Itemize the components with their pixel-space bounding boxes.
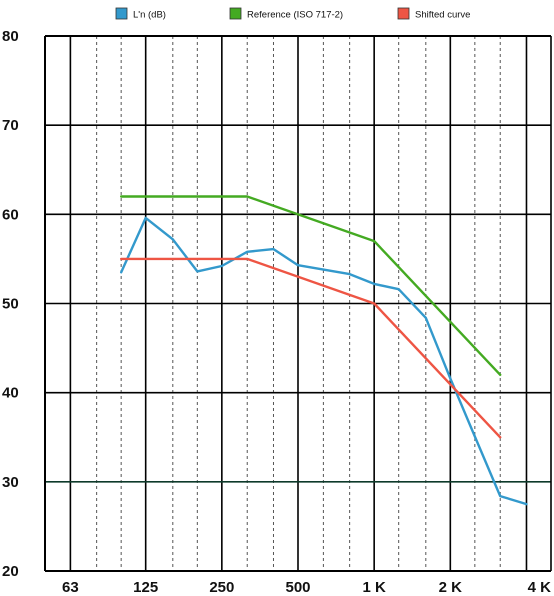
series-layer <box>119 195 528 506</box>
legend: L'n (dB) Reference (ISO 717-2) Shifted cur… <box>115 7 470 21</box>
series-0-point <box>322 268 325 271</box>
series-0-point <box>246 250 249 253</box>
y-tick-label: 50 <box>2 296 19 313</box>
x-tick-label: 500 <box>285 579 310 596</box>
legend-item: Shifted curve <box>397 7 470 21</box>
x-tick-label: 4 K <box>528 579 552 596</box>
legend-item: Reference (ISO 717-2) <box>229 7 343 21</box>
series-2-point <box>246 258 249 260</box>
x-tick-labels: 63 125 250 500 1 K 2 K 4 K <box>62 579 551 596</box>
legend-swatch <box>397 7 410 20</box>
x-tick-label: 125 <box>133 579 158 596</box>
series-2-point <box>499 436 502 439</box>
series-0-point <box>120 271 123 274</box>
series-1-point <box>499 373 502 376</box>
series-0-point <box>424 316 427 319</box>
series-0-point <box>272 248 275 251</box>
series-0-point <box>525 503 528 506</box>
series-0-point <box>397 288 400 291</box>
y-tick-label: 60 <box>2 206 19 223</box>
y-tick-label: 70 <box>2 117 19 134</box>
series-0-point <box>473 435 476 438</box>
series-2-point <box>120 258 123 260</box>
grid <box>44 35 552 572</box>
series-0-point <box>297 264 299 267</box>
y-tick-label: 80 <box>2 28 19 45</box>
y-tick-label: 30 <box>2 474 19 491</box>
legend-swatch <box>115 7 128 20</box>
x-tick-label: 2 K <box>439 579 463 596</box>
series-0-point <box>171 238 174 241</box>
x-tick-label: 250 <box>209 579 234 596</box>
legend-swatch <box>229 7 242 20</box>
y-tick-labels: 20 30 40 50 60 70 80 <box>2 28 19 580</box>
legend-label: Shifted curve <box>415 10 470 21</box>
legend-item: L'n (dB) <box>115 7 166 21</box>
series-1-point <box>373 240 376 242</box>
series-0-point <box>348 273 351 275</box>
series-0-point <box>220 265 223 267</box>
x-tick-label: 1 K <box>362 579 386 596</box>
legend-label: L'n (dB) <box>133 10 166 21</box>
series-1-point <box>120 195 123 198</box>
series-0-point <box>373 282 376 285</box>
series-2-point <box>373 302 376 305</box>
series-line-2 <box>119 257 502 439</box>
series-0-point <box>449 377 452 380</box>
y-tick-label: 40 <box>2 385 19 402</box>
series-0-point <box>499 495 502 497</box>
series-0-point <box>144 217 147 219</box>
series-1-point <box>246 195 249 198</box>
x-tick-label: 63 <box>62 579 79 596</box>
series-0-point <box>196 270 199 273</box>
legend-label: Reference (ISO 717-2) <box>247 10 343 21</box>
series-line-1 <box>119 195 502 376</box>
y-tick-label: 20 <box>2 563 19 580</box>
